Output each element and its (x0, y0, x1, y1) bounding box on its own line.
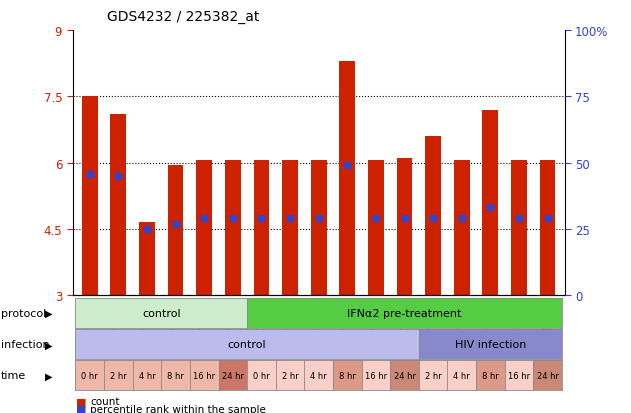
Text: 24 hr: 24 hr (222, 371, 244, 380)
Text: 4 hr: 4 hr (453, 371, 470, 380)
Text: HIV infection: HIV infection (455, 339, 526, 349)
Bar (225, 161, 240, 295)
Text: count: count (90, 396, 120, 406)
Text: ■: ■ (76, 396, 86, 406)
Text: 8 hr: 8 hr (167, 371, 184, 380)
Text: 8 hr: 8 hr (339, 371, 356, 380)
Bar (311, 161, 326, 295)
Text: 24 hr: 24 hr (536, 371, 558, 380)
Bar (139, 223, 155, 295)
Text: ▶: ▶ (45, 370, 52, 380)
Bar (397, 159, 413, 295)
Bar (483, 110, 498, 295)
Bar (540, 161, 555, 295)
Bar (82, 97, 98, 295)
Text: 24 hr: 24 hr (394, 371, 415, 380)
Text: GDS4232 / 225382_at: GDS4232 / 225382_at (107, 10, 259, 24)
Text: control: control (142, 309, 180, 318)
Bar (368, 161, 384, 295)
Text: percentile rank within the sample: percentile rank within the sample (90, 404, 266, 413)
Bar (168, 165, 184, 295)
Text: 2 hr: 2 hr (281, 371, 298, 380)
Bar (425, 137, 441, 295)
Text: 4 hr: 4 hr (139, 371, 155, 380)
Bar (282, 161, 298, 295)
Text: 2 hr: 2 hr (110, 371, 127, 380)
Bar (339, 62, 355, 295)
Text: ■: ■ (76, 404, 86, 413)
Text: IFNα2 pre-treatment: IFNα2 pre-treatment (347, 309, 462, 318)
Bar (511, 161, 527, 295)
Text: 16 hr: 16 hr (508, 371, 530, 380)
Text: infection: infection (1, 339, 49, 349)
Bar (110, 115, 126, 295)
Bar (196, 161, 212, 295)
Text: 8 hr: 8 hr (482, 371, 498, 380)
Text: protocol: protocol (1, 309, 46, 318)
Text: 16 hr: 16 hr (365, 371, 387, 380)
Text: ▶: ▶ (45, 309, 52, 318)
Text: ▶: ▶ (45, 339, 52, 349)
Text: time: time (1, 370, 26, 380)
Text: 16 hr: 16 hr (193, 371, 215, 380)
Text: 0 hr: 0 hr (81, 371, 98, 380)
Bar (254, 161, 269, 295)
Text: 4 hr: 4 hr (310, 371, 327, 380)
Text: control: control (228, 339, 266, 349)
Text: 2 hr: 2 hr (425, 371, 442, 380)
Text: 0 hr: 0 hr (253, 371, 270, 380)
Bar (454, 161, 469, 295)
